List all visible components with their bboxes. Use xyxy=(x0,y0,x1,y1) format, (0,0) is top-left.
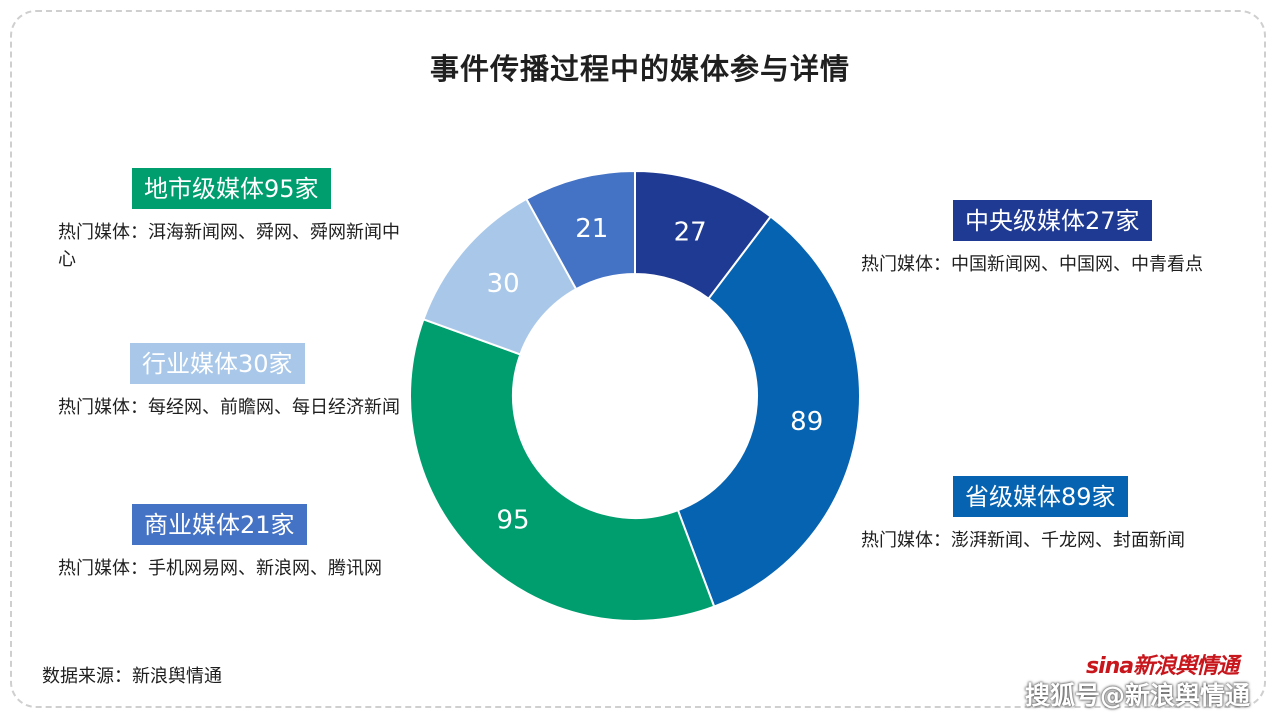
badge-shangye: 商业媒体21家 xyxy=(132,504,307,545)
donut-slice-2 xyxy=(409,318,716,622)
desc-zhongyang: 热门媒体：中国新闻网、中国网、中青看点 xyxy=(861,254,1203,275)
desc-shengji: 热门媒体：澎湃新闻、千龙网、封面新闻 xyxy=(861,530,1185,551)
sina-logo: sina新浪舆情通 xyxy=(1086,654,1239,679)
label-hangye: 行业媒体30家 热门媒体：每经网、前瞻网、每日经济新闻 xyxy=(58,343,403,421)
slice-value-label-4: 21 xyxy=(575,214,608,244)
label-shengji: 省级媒体89家 热门媒体：澎湃新闻、千龙网、封面新闻 xyxy=(861,476,1206,554)
slice-value-label-3: 30 xyxy=(487,269,520,299)
slice-value-label-0: 27 xyxy=(674,218,707,248)
data-source: 数据来源：新浪舆情通 xyxy=(42,666,222,687)
label-zhongyang: 中央级媒体27家 热门媒体：中国新闻网、中国网、中青看点 xyxy=(861,200,1206,278)
slice-value-label-1: 89 xyxy=(790,407,823,437)
desc-hangye: 热门媒体：每经网、前瞻网、每日经济新闻 xyxy=(58,397,400,418)
chart-card xyxy=(10,10,1266,708)
donut-slice-4 xyxy=(525,169,636,291)
label-dishi: 地市级媒体95家 热门媒体：洱海新闻网、舜网、舜网新闻中心 xyxy=(58,168,403,273)
badge-dishi: 地市级媒体95家 xyxy=(132,168,331,209)
badge-hangye: 行业媒体30家 xyxy=(130,343,305,384)
desc-dishi: 热门媒体：洱海新闻网、舜网、舜网新闻中心 xyxy=(58,222,400,270)
badge-zhongyang: 中央级媒体27家 xyxy=(953,200,1152,241)
slice-value-label-2: 95 xyxy=(497,505,530,535)
donut-slice-1 xyxy=(676,215,861,608)
badge-shengji: 省级媒体89家 xyxy=(953,476,1128,517)
desc-shangye: 热门媒体：手机网易网、新浪网、腾讯网 xyxy=(58,558,382,579)
watermark: 搜狐号@新浪舆情通 xyxy=(1024,681,1250,710)
chart-title: 事件传播过程中的媒体参与详情 xyxy=(429,52,850,86)
label-shangye: 商业媒体21家 热门媒体：手机网易网、新浪网、腾讯网 xyxy=(58,504,403,582)
